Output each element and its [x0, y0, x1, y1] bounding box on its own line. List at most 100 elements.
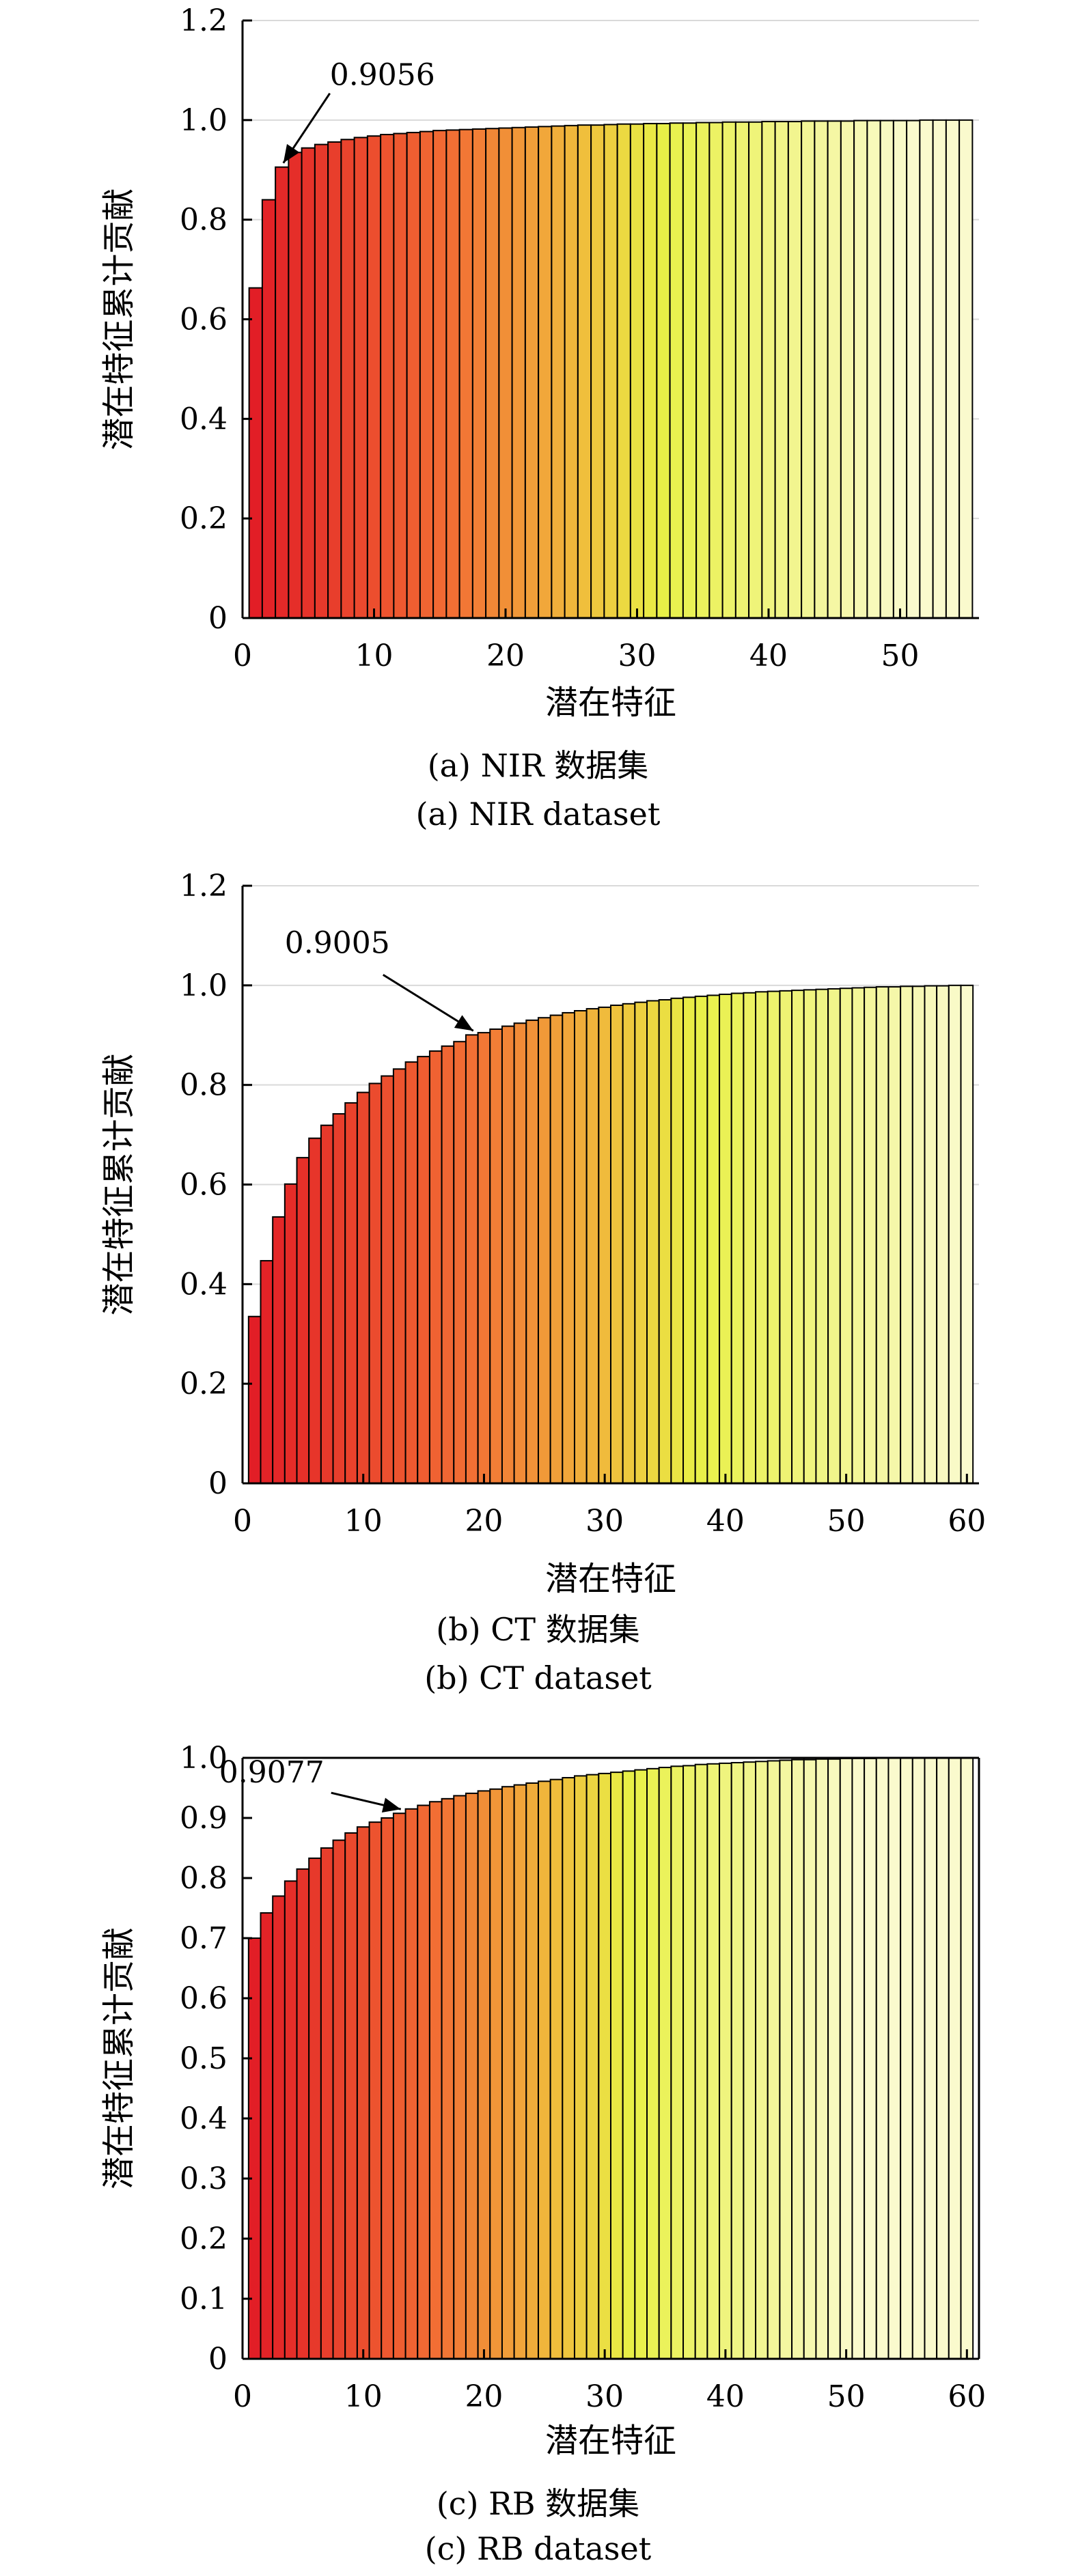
rb-bar [610, 1772, 624, 2360]
rb-x-tick-label: 0 [233, 2379, 252, 2414]
nir-x-tick-label: 0 [233, 639, 252, 673]
rb-bar [936, 1757, 950, 2360]
nir-bar [314, 143, 329, 619]
nir-bar [511, 126, 526, 619]
nir-bar [564, 124, 579, 619]
rb-y-tick-label: 0.3 [180, 2161, 227, 2196]
ct-bar [803, 989, 817, 1485]
nir-x-tick-label: 40 [749, 639, 788, 673]
ct-bar [513, 1022, 527, 1484]
ct-bar [682, 996, 696, 1485]
rb-bar [344, 1832, 358, 2360]
nir-x-axis-title: 潜在特征 [545, 684, 676, 722]
rb-bar [900, 1757, 913, 2360]
nir-bar [485, 128, 500, 619]
nir-y-tick-label: 0.4 [180, 402, 227, 436]
rb-bar [332, 1839, 346, 2360]
rb-bar [284, 1880, 298, 2360]
ct-bar [501, 1025, 515, 1484]
rb-bar [404, 1808, 419, 2360]
nir-bar [958, 119, 974, 619]
rb-bar [634, 1769, 648, 2360]
ct-bar [260, 1260, 274, 1484]
ct-bar [428, 1050, 443, 1485]
nir-y-tick-label: 0 [208, 601, 227, 636]
rb-bar [839, 1757, 853, 2360]
nir-y-tick-label: 0.6 [180, 303, 227, 337]
rb-x-tick-label: 60 [948, 2379, 986, 2414]
nir-bar [748, 121, 763, 619]
ct-bar [900, 985, 913, 1484]
nir-bar [261, 199, 277, 619]
ct-bar [573, 1010, 588, 1485]
rb-x-axis-title: 潜在特征 [545, 2422, 676, 2460]
ct-y-tick-label: 0 [208, 1466, 227, 1501]
rb-bar [924, 1757, 938, 2360]
nir-bar [380, 133, 395, 619]
rb-bar [441, 1797, 455, 2360]
rb-bar [682, 1765, 696, 2360]
rb-x-tick-label: 30 [585, 2379, 624, 2414]
rb-bar [803, 1759, 817, 2360]
nir-bar [840, 120, 855, 619]
ct-bar [670, 997, 685, 1484]
rb-bar [875, 1757, 889, 2360]
nir-annotation-arrowhead [283, 143, 300, 163]
nir-bar [353, 137, 368, 619]
chart-ct: 0 0.2 0.4 0.6 0.8 1.0 1.2 0 10 20 30 40 50 60 潜在特征 潜在特征… [100, 869, 986, 1598]
ct-bar [247, 1315, 262, 1485]
ct-bar [332, 1112, 346, 1485]
rb-bar [453, 1795, 467, 2360]
nir-bar [458, 128, 473, 619]
ct-bar [730, 992, 745, 1484]
nir-bar [248, 287, 263, 619]
chart-panel-ct: 0 0.2 0.4 0.6 0.8 1.0 1.2 0 10 20 30 40 50 60 潜在特征 潜在特征… [0, 847, 1076, 1714]
rb-bar [694, 1763, 708, 2360]
rb-bar [513, 1784, 527, 2360]
rb-y-tick-label: 0.4 [180, 2101, 227, 2136]
nir-bar [340, 139, 355, 619]
rb-bar [755, 1761, 769, 2360]
ct-bar [791, 990, 805, 1484]
ct-bar [320, 1124, 334, 1484]
rb-annotation-arrowhead [381, 1797, 401, 1812]
nir-bar [827, 120, 842, 619]
rb-bar [730, 1762, 745, 2360]
chart-panel-rb: 0 0.1 0.2 0.3 0.4 0.5 0.6 0.7 0.8 0.9 1.0 0 10 20 30 40… [0, 1714, 1076, 2576]
ct-y-tick-label: 0.8 [180, 1068, 227, 1103]
ct-bar [272, 1216, 286, 1484]
caption-en-ct: (b) CT dataset [424, 1660, 652, 1696]
rb-bar [525, 1782, 539, 2360]
ct-bar [827, 988, 841, 1484]
rb-bar [247, 1937, 262, 2360]
nir-x-tick-label: 10 [355, 639, 394, 673]
ct-bar [465, 1034, 479, 1484]
rb-bar [960, 1757, 974, 2360]
ct-bar [296, 1157, 310, 1484]
nir-bar [629, 123, 645, 619]
nir-x-tick-label: 50 [881, 639, 920, 673]
nir-bar [734, 121, 750, 619]
ct-bar [392, 1068, 406, 1485]
ct-y-axis-title: 潜在特征累计贡献 [100, 1053, 138, 1315]
nir-annotation-label: 0.9056 [330, 58, 435, 93]
ct-bar [381, 1075, 394, 1484]
ct-y-tick-label: 0.2 [180, 1367, 227, 1401]
ct-bar [851, 987, 866, 1484]
ct-x-tick-label: 0 [233, 1504, 252, 1539]
ct-x-axis-title: 潜在特征 [545, 1560, 676, 1598]
rb-bar [477, 1790, 491, 2360]
nir-bar [945, 119, 961, 619]
nir-y-tick-label: 1.2 [180, 3, 227, 38]
rb-y-axis-title: 潜在特征累计贡献 [100, 1927, 138, 2189]
ct-y-tick-label: 0.6 [180, 1168, 227, 1203]
rb-y-tick-label: 0.6 [180, 1981, 227, 2016]
ct-bar [356, 1091, 370, 1484]
ct-y-tick-label: 1.2 [180, 869, 227, 904]
rb-bar [851, 1757, 866, 2360]
nir-bar [656, 122, 671, 619]
rb-bar [296, 1868, 310, 2360]
ct-bar [308, 1137, 322, 1484]
ct-bar [441, 1045, 455, 1484]
ct-bar [755, 991, 769, 1484]
